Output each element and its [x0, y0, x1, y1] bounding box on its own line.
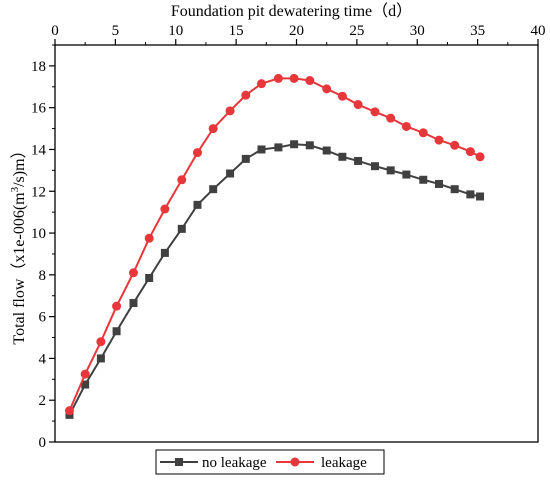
data-point-no-leakage	[81, 380, 90, 389]
data-point-leakage	[241, 90, 251, 100]
data-point-leakage	[418, 128, 428, 138]
y-tick-label: 14	[31, 142, 47, 158]
plot-frame	[54, 44, 539, 443]
data-point-no-leakage	[241, 154, 250, 163]
y-tick-label: 12	[31, 184, 46, 200]
data-point-leakage	[144, 233, 154, 243]
x-tick-label: 15	[229, 23, 244, 39]
series-layer	[64, 73, 485, 419]
data-point-leakage	[64, 406, 74, 416]
data-point-leakage	[386, 113, 396, 123]
data-point-no-leakage	[402, 170, 411, 179]
data-point-leakage	[128, 268, 138, 278]
data-point-no-leakage	[193, 200, 202, 209]
data-point-leakage	[370, 107, 380, 117]
data-point-leakage	[208, 124, 218, 134]
y-tick-label: 10	[31, 226, 46, 242]
y-axis-title: Total flow（x1e-006(m3/s)m）	[9, 142, 28, 344]
data-point-leakage	[434, 135, 444, 145]
data-point-no-leakage	[466, 190, 475, 199]
data-point-leakage	[337, 91, 347, 101]
y-tick-label: 4	[39, 351, 47, 367]
data-point-no-leakage	[434, 179, 443, 188]
data-point-no-leakage	[274, 143, 283, 152]
data-point-no-leakage	[160, 248, 169, 257]
data-point-no-leakage	[322, 146, 331, 155]
data-point-leakage	[289, 73, 299, 83]
legend-marker-no-leakage	[175, 458, 183, 466]
data-point-leakage	[256, 79, 266, 89]
data-point-no-leakage	[476, 192, 485, 201]
x-tick-label: 5	[112, 23, 120, 39]
x-tick-label: 40	[531, 23, 546, 39]
x-tick-label: 0	[51, 23, 59, 39]
data-point-no-leakage	[305, 141, 314, 150]
data-point-no-leakage	[386, 166, 395, 175]
data-point-no-leakage	[96, 354, 105, 363]
x-axis-title: Foundation pit dewatering time（d）	[171, 2, 412, 20]
data-point-leakage	[465, 147, 475, 157]
data-point-no-leakage	[257, 145, 266, 154]
x-tick-label: 35	[470, 23, 485, 39]
data-point-leakage	[112, 301, 122, 311]
data-point-no-leakage	[177, 224, 186, 233]
data-point-no-leakage	[290, 140, 299, 149]
data-point-leakage	[401, 121, 411, 131]
y-tick-label: 0	[39, 435, 47, 451]
data-point-no-leakage	[112, 327, 121, 336]
data-point-leakage	[192, 148, 202, 158]
x-tick-label: 25	[349, 23, 364, 39]
data-point-no-leakage	[226, 169, 235, 178]
data-point-no-leakage	[338, 152, 347, 161]
y-tick-label: 6	[39, 310, 47, 326]
legend-marker-leakage	[290, 457, 300, 467]
data-point-no-leakage	[145, 273, 154, 282]
data-point-leakage	[225, 106, 235, 116]
data-point-leakage	[273, 73, 283, 83]
data-point-no-leakage	[129, 299, 138, 308]
axes-layer: 0 5 10 15 20 25 30 35 40 0 2 4 6 8 10 12 14 16 18 Foundatio…	[9, 2, 546, 451]
data-point-leakage	[177, 175, 187, 185]
x-tick-label: 20	[289, 23, 304, 39]
data-point-leakage	[80, 369, 90, 379]
data-point-leakage	[322, 84, 332, 94]
y-tick-label: 2	[39, 393, 47, 409]
data-point-no-leakage	[209, 185, 218, 194]
data-point-leakage	[475, 152, 485, 162]
data-point-leakage	[450, 140, 460, 150]
data-point-leakage	[160, 204, 170, 214]
legend-label-no-leakage: no leakage	[202, 455, 267, 471]
x-tick-label: 10	[168, 23, 183, 39]
legend-label-leakage: leakage	[321, 455, 367, 471]
data-point-leakage	[96, 337, 106, 347]
y-tick-label: 18	[31, 59, 46, 75]
y-tick-label: 8	[39, 268, 47, 284]
legend: no leakage leakage	[155, 449, 385, 475]
y-tick-label: 16	[31, 101, 47, 117]
series-line-leakage	[68, 77, 481, 412]
data-point-no-leakage	[370, 162, 379, 171]
data-point-no-leakage	[354, 156, 363, 165]
data-point-no-leakage	[450, 185, 459, 194]
data-point-leakage	[305, 76, 315, 86]
data-point-no-leakage	[419, 175, 428, 184]
data-point-leakage	[353, 100, 363, 110]
x-tick-label: 30	[410, 23, 425, 39]
